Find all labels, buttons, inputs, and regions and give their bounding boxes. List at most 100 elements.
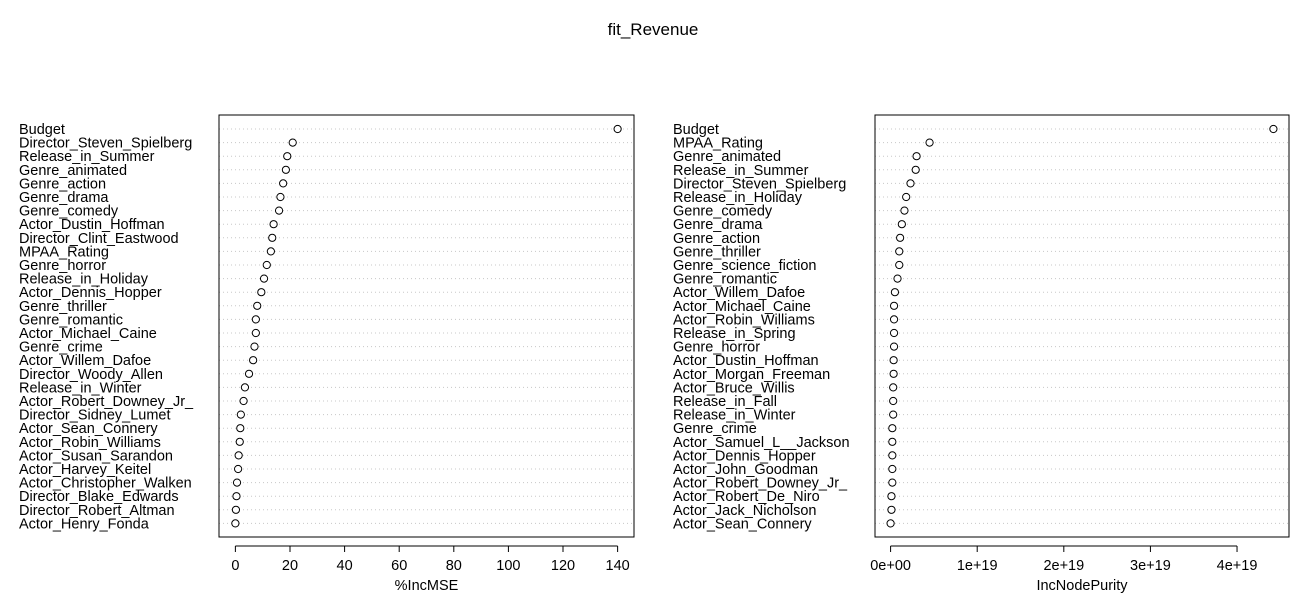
category-label: Actor_Dennis_Hopper [19, 285, 162, 301]
data-point [888, 478, 897, 487]
x-tick-label: 1e+19 [957, 558, 998, 574]
category-label: Genre_drama [19, 190, 109, 206]
category-label: Actor_Michael_Caine [19, 326, 157, 342]
data-point [283, 152, 292, 161]
category-label: Budget [19, 122, 65, 138]
category-label: Director_Robert_Altman [19, 503, 175, 519]
category-label: Budget [673, 122, 719, 138]
x-tick-label: 100 [496, 558, 520, 574]
data-point [266, 247, 275, 256]
data-point [911, 165, 920, 174]
category-label: Actor_Morgan_Freeman [673, 367, 830, 383]
category-label: MPAA_Rating [19, 244, 109, 260]
category-label: Release_in_Winter [19, 380, 142, 396]
category-label: Genre_horror [19, 258, 106, 274]
category-label: Genre_action [673, 231, 760, 247]
data-point [925, 138, 934, 147]
data-point [251, 328, 260, 338]
data-point [253, 301, 262, 310]
category-label: Actor_Samuel_L__Jackson [673, 435, 850, 451]
data-point [276, 192, 285, 202]
data-point [281, 165, 290, 174]
plot-frame [218, 114, 635, 538]
data-point [259, 274, 269, 283]
data-point [236, 410, 245, 419]
data-point [889, 396, 898, 406]
data-point [236, 424, 245, 433]
data-point [262, 260, 271, 270]
category-label: Actor_Christopher_Walken [19, 476, 192, 492]
x-tick-label: 120 [551, 558, 575, 574]
category-label: Director_Woody_Allen [19, 367, 163, 383]
data-point [888, 437, 897, 446]
category-label: Release_in_Spring [673, 326, 796, 342]
category-label: Genre_action [19, 176, 106, 192]
data-point [888, 464, 897, 474]
category-label: Director_Blake_Edwards [19, 489, 179, 505]
category-label: Genre_crime [19, 340, 103, 356]
category-label: Genre_thriller [19, 299, 107, 315]
data-point [889, 328, 899, 338]
category-label: Actor_Harvey_Keitel [19, 462, 151, 478]
data-point [890, 288, 900, 297]
category-label: Genre_crime [673, 421, 757, 437]
category-label: Actor_Robin_Williams [673, 312, 815, 328]
data-point [889, 410, 898, 419]
data-point [239, 396, 248, 406]
data-point [897, 220, 906, 229]
category-label: Director_Clint_Eastwood [19, 231, 179, 247]
data-point [889, 301, 899, 310]
data-point [268, 233, 277, 242]
category-label: Actor_Sean_Connery [19, 421, 158, 437]
data-point [887, 492, 896, 501]
figure-title: fit_Revenue [608, 20, 699, 39]
panel-incmse: BudgetDirector_Steven_SpielbergRelease_i… [19, 114, 635, 594]
category-label: Actor_Dennis_Hopper [673, 448, 816, 464]
data-point [886, 519, 895, 528]
category-label: Release_in_Summer [19, 149, 155, 165]
data-point [895, 260, 904, 270]
data-point [912, 152, 921, 161]
category-label: Release_in_Winter [673, 408, 796, 424]
data-point [889, 369, 898, 378]
category-label: Actor_Dustin_Hoffman [673, 353, 819, 369]
category-label: Genre_drama [673, 217, 763, 233]
category-label: Genre_animated [673, 149, 781, 165]
category-label: Genre_animated [19, 163, 127, 179]
data-point [231, 505, 241, 514]
x-axis-title: %IncMSE [395, 578, 459, 594]
data-point [888, 451, 897, 460]
data-point [900, 206, 909, 215]
panel-incnodepurity: BudgetMPAA_RatingGenre_animatedRelease_i… [673, 114, 1290, 594]
category-label: Actor_Bruce_Willis [673, 380, 795, 396]
category-label: Release_in_Summer [673, 163, 809, 179]
data-point [234, 451, 243, 460]
data-point [893, 274, 902, 283]
data-point [1269, 124, 1278, 134]
data-point [889, 383, 898, 392]
plot-frame [874, 114, 1290, 538]
x-tick-label: 3e+19 [1130, 558, 1171, 574]
x-tick-label: 140 [606, 558, 630, 574]
category-label: Actor_Henry_Fonda [19, 516, 150, 532]
data-point [234, 464, 243, 474]
data-point [249, 356, 258, 365]
x-axis-title: IncNodePurity [1036, 578, 1128, 594]
data-point [250, 342, 259, 351]
x-tick-label: 20 [282, 558, 298, 574]
category-label: Actor_Susan_Sarandon [19, 448, 173, 464]
data-point [896, 233, 905, 242]
category-label: Genre_horror [673, 340, 760, 356]
data-point [889, 315, 899, 324]
data-point [240, 383, 250, 392]
category-label: Genre_comedy [673, 204, 773, 220]
category-label: Actor_Jack_Nicholson [673, 503, 816, 519]
data-point [279, 179, 288, 188]
category-label: Actor_Robin_Williams [19, 435, 161, 451]
category-label: Actor_Dustin_Hoffman [19, 217, 165, 233]
category-label: Genre_romantic [19, 312, 123, 328]
category-label: Genre_comedy [19, 204, 119, 220]
data-point [269, 220, 278, 229]
data-point [274, 206, 284, 215]
